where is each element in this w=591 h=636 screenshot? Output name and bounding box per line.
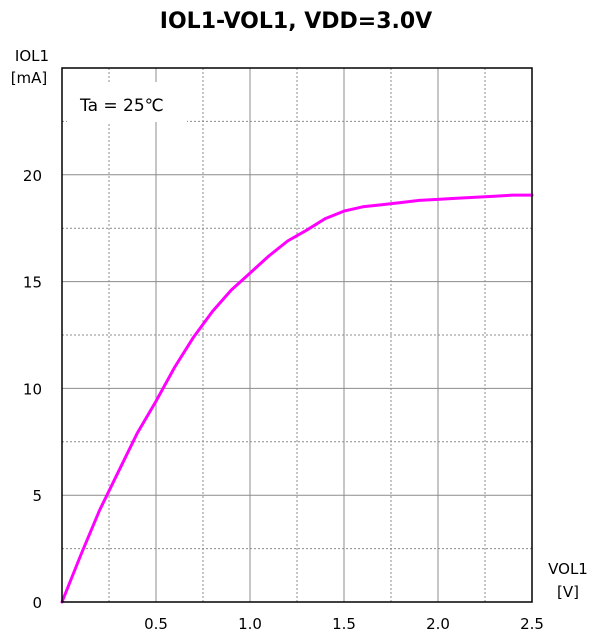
x-axis-unit: [V]	[557, 583, 579, 601]
y-axis-unit: [mA]	[11, 69, 48, 87]
y-tick-label: 0	[32, 594, 42, 612]
y-axis-name: IOL1	[15, 47, 49, 65]
x-tick-label: 2.0	[426, 615, 450, 633]
y-tick-label: 5	[32, 487, 42, 505]
y-tick-label: 10	[23, 380, 42, 398]
x-tick-label: 0.5	[144, 615, 168, 633]
x-axis-name: VOL1	[548, 560, 588, 578]
series-line	[60, 193, 534, 604]
grid	[62, 67, 532, 602]
temperature-annotation: Ta = 25℃	[79, 96, 164, 116]
y-tick-label: 20	[23, 167, 42, 185]
plot-frame	[61, 67, 533, 603]
x-tick-label: 2.5	[520, 615, 544, 633]
annotation-box	[67, 82, 187, 122]
tick-labels: 0.5 1.0 1.5 2.0 2.5 0 5 10 15 20	[23, 167, 544, 633]
chart-title: IOL1-VOL1, VDD=3.0V	[160, 9, 432, 34]
y-tick-label: 15	[23, 274, 42, 292]
x-tick-label: 1.5	[332, 615, 356, 633]
x-tick-label: 1.0	[238, 615, 262, 633]
